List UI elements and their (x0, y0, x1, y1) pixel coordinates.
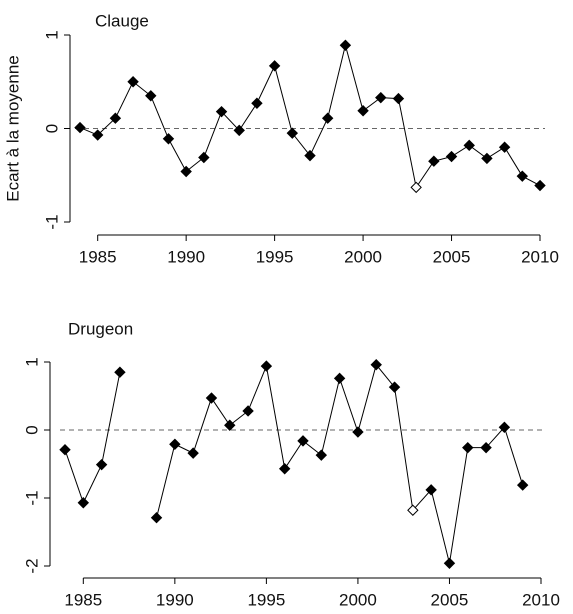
chart-title: Clauge (95, 11, 149, 30)
data-point (392, 92, 405, 105)
data-point (242, 405, 254, 417)
data-point (297, 435, 309, 447)
y-tick-label: -1 (42, 214, 61, 229)
data-point (480, 441, 492, 454)
y-tick-label: 0 (42, 124, 61, 133)
data-point (443, 557, 456, 569)
data-point (352, 426, 364, 438)
data-point (251, 97, 263, 109)
data-point (198, 151, 210, 164)
y-tick-label: -1 (22, 490, 41, 505)
x-tick-label: 1995 (256, 247, 294, 266)
data-point (516, 479, 529, 491)
data-point (268, 60, 281, 72)
data-point (388, 381, 401, 393)
x-tick-label: 1990 (156, 590, 194, 609)
x-tick-label: 2010 (522, 590, 560, 609)
y-tick-label: 0 (22, 425, 41, 434)
data-point (233, 124, 245, 137)
data-point (278, 463, 291, 475)
data-point (205, 392, 218, 404)
data-point (77, 497, 90, 509)
data-point (286, 127, 299, 139)
data-point (333, 372, 346, 385)
data-point (375, 91, 387, 104)
data-point (516, 170, 529, 182)
data-point (463, 139, 475, 152)
data-point (162, 133, 175, 145)
data-point (498, 421, 511, 433)
data-point (91, 129, 104, 141)
data-point (169, 438, 181, 450)
x-tick-label: 2000 (339, 590, 377, 609)
data-point (339, 39, 352, 51)
data-point (59, 444, 71, 456)
data-point (304, 149, 316, 162)
data-point (370, 359, 382, 371)
chart-title: Drugeon (68, 319, 133, 338)
y-tick-label: -2 (22, 558, 41, 573)
data-point (534, 179, 546, 192)
data-point (215, 105, 228, 118)
data-point (407, 504, 419, 516)
data-point (114, 366, 126, 378)
data-point (445, 150, 458, 163)
series-line (64, 363, 524, 564)
data-point (428, 155, 440, 167)
data-point (260, 360, 273, 372)
data-point (95, 458, 108, 471)
x-tick-label: 1995 (247, 590, 285, 609)
x-tick-label: 1990 (167, 247, 205, 266)
data-point (410, 181, 422, 194)
data-point (481, 152, 493, 165)
x-tick-label: 2010 (521, 247, 559, 266)
x-tick-label: 2005 (433, 247, 471, 266)
data-point (150, 512, 163, 524)
x-tick-label: 2000 (344, 247, 382, 266)
data-point (109, 112, 122, 124)
data-point (187, 447, 199, 459)
x-tick-label: 1985 (64, 590, 102, 609)
data-point (315, 449, 328, 461)
y-tick-label: 1 (42, 30, 61, 39)
data-point (180, 165, 192, 178)
data-point (145, 90, 157, 102)
data-point (74, 121, 86, 134)
data-point (357, 105, 369, 117)
y-axis-label: Ecart à la moyenne (3, 55, 22, 201)
data-point (498, 141, 511, 153)
series-line (79, 45, 541, 189)
data-point (425, 484, 437, 496)
x-tick-label: 1985 (79, 247, 117, 266)
data-point (321, 112, 334, 124)
data-point (224, 419, 236, 431)
y-tick-label: 1 (22, 357, 41, 366)
x-tick-label: 2005 (431, 590, 469, 609)
data-point (127, 76, 139, 88)
data-point (462, 441, 474, 454)
